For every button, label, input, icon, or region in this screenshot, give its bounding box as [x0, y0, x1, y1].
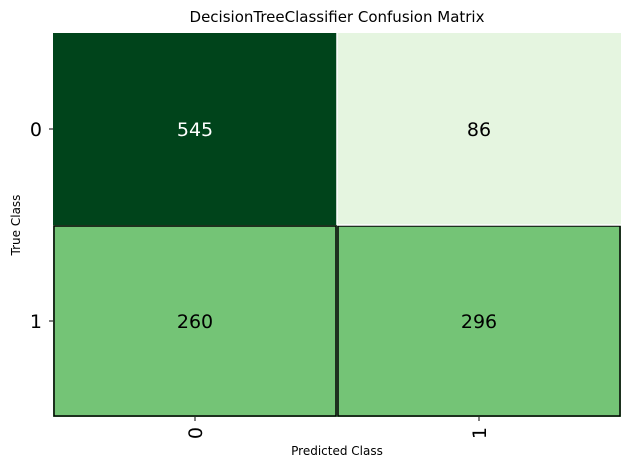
cell-value-1-0: 260 [177, 311, 213, 333]
x-axis-label: Predicted Class [53, 444, 621, 458]
cell-value-0-0: 545 [177, 119, 213, 141]
y-tick-label-0: 0 [30, 119, 42, 141]
y-tick-label-1: 1 [30, 311, 42, 333]
cell-value-0-1: 86 [467, 119, 491, 141]
x-tick-label-1: 1 [469, 427, 491, 439]
cells-layer: 545 86 260 296 [53, 33, 621, 417]
y-axis-label: True Class [9, 195, 23, 256]
x-tick-label-0: 0 [185, 427, 207, 439]
cell-value-1-1: 296 [461, 311, 497, 333]
